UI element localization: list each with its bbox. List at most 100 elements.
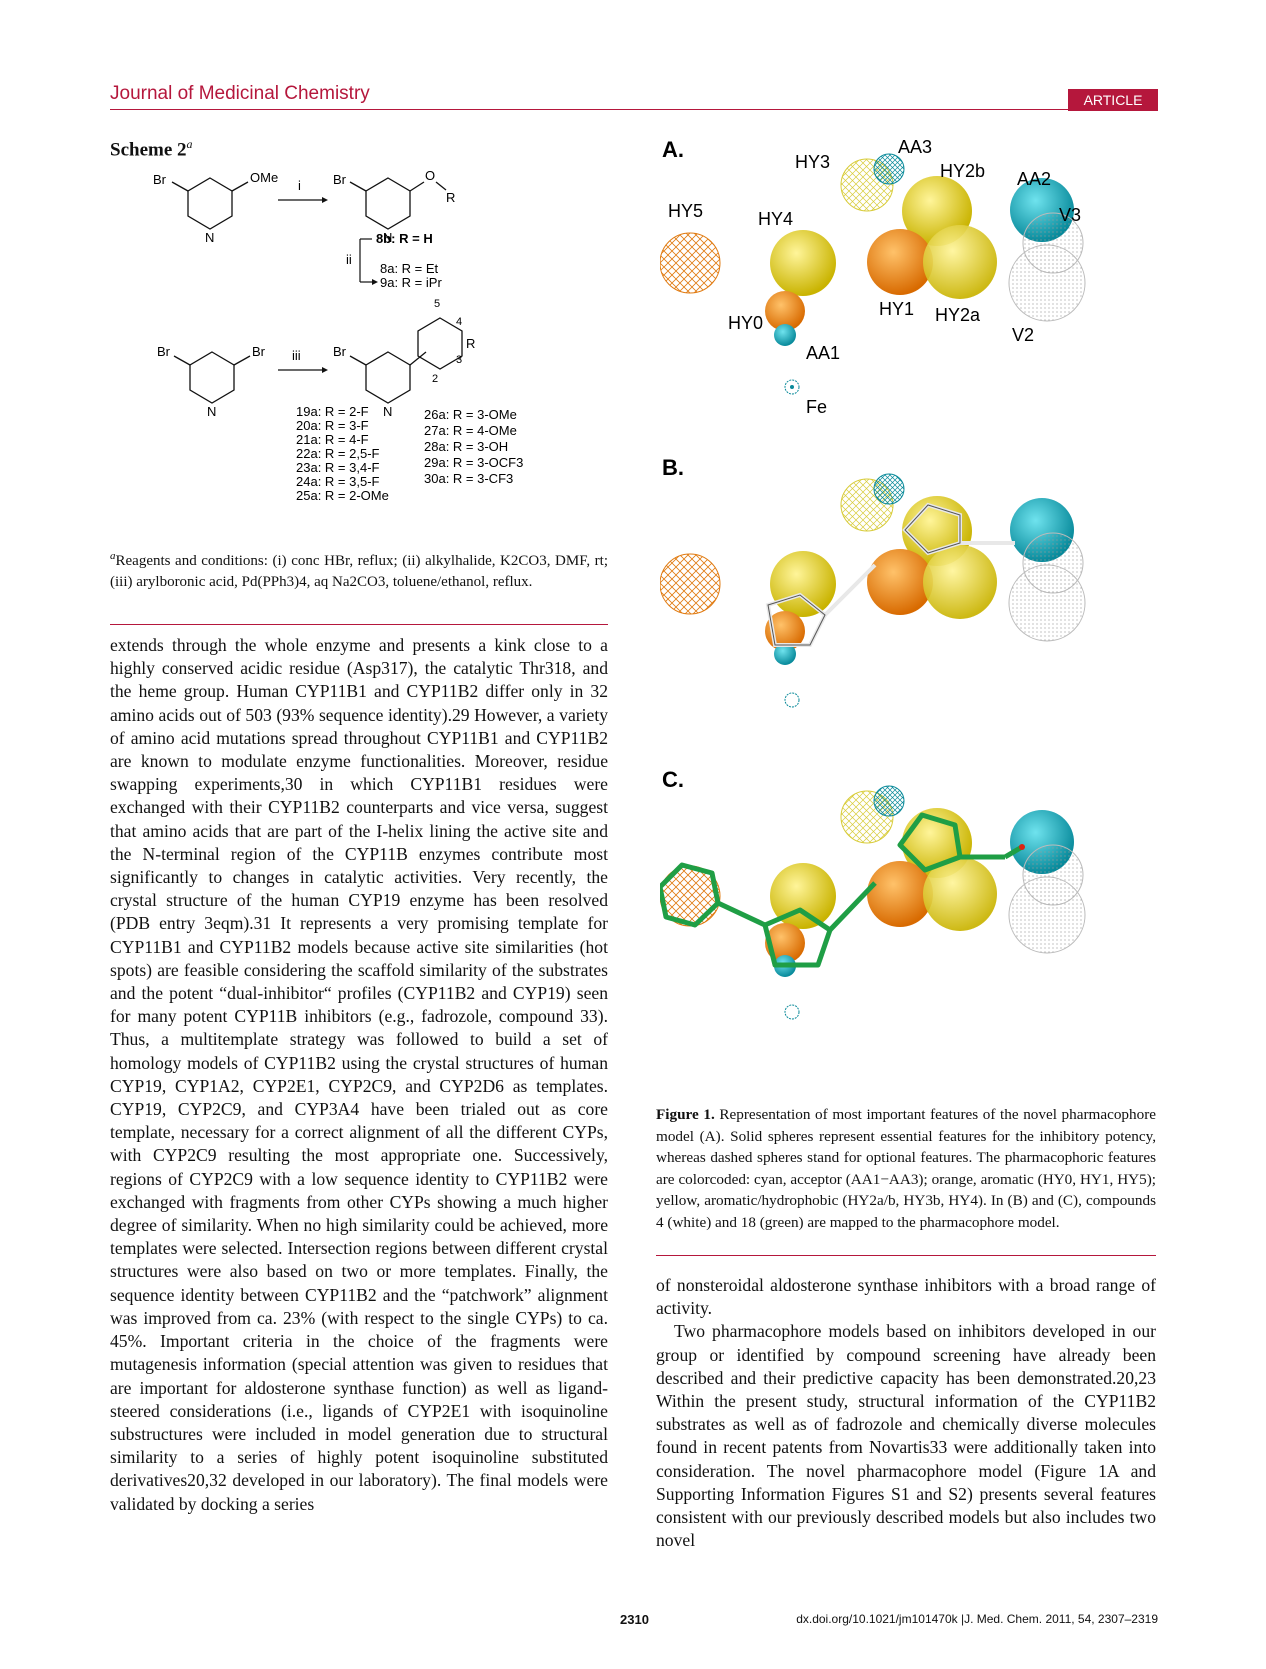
step-ii-label: ii [346, 252, 352, 267]
caption-text: Representation of most important feature… [656, 1106, 1156, 1231]
label-v3: V3 [1059, 205, 1081, 225]
c-sphere-hy2a [923, 857, 997, 931]
panel-a: A. HY5 HY4 HY3 AA3 HY2b AA2 V3 HY0 HY1 H… [660, 137, 1086, 417]
pos-2: 2 [432, 373, 438, 385]
br-label-3: Br [157, 344, 171, 359]
cmpd-23a: 23a: R = 3,4-F [296, 460, 380, 475]
sphere-fe [784, 379, 800, 395]
step-iii-label: iii [292, 348, 301, 363]
left-paragraph: extends through the whole enzyme and pre… [110, 635, 608, 1514]
r-label-2: R [466, 336, 475, 351]
c-sphere-hy1 [867, 861, 933, 927]
br-label-1: Br [153, 172, 167, 187]
sphere-hy4 [770, 230, 836, 296]
left-column: extends through the whole enzyme and pre… [110, 634, 608, 1516]
br-label-2: Br [333, 172, 347, 187]
pyridine-2 [349, 177, 447, 230]
c-sphere-hy0 [765, 923, 805, 963]
figure-1: A. HY5 HY4 HY3 AA3 HY2b AA2 V3 HY0 HY1 H… [660, 137, 1086, 1020]
page-number: 2310 [620, 1612, 649, 1627]
figure-caption: Figure 1. Representation of most importa… [656, 1104, 1156, 1233]
sphere-aa1 [774, 324, 796, 346]
label-aa3: AA3 [898, 137, 932, 157]
product-8a: 8a: R = Et [380, 261, 439, 276]
cmpd-24a: 24a: R = 3,5-F [296, 474, 380, 489]
pyridine-4 [349, 317, 463, 404]
cmpd-19a: 19a: R = 2-F [296, 404, 369, 419]
label-hy3: HY3 [795, 152, 830, 172]
footnote-sup: a [110, 550, 116, 562]
scheme-title: Scheme 2a [110, 137, 193, 161]
label-hy1: HY1 [879, 299, 914, 319]
cmpd-20a: 20a: R = 3-F [296, 418, 369, 433]
product-9a: 9a: R = iPr [380, 275, 442, 290]
sphere-aa3 [873, 153, 905, 185]
b-sphere-aa3 [873, 473, 905, 505]
b-sphere-v2 [1008, 564, 1086, 642]
panel-b: B. [660, 455, 1086, 708]
label-v2: V2 [1012, 325, 1034, 345]
footnote-text: Reagents and conditions: (i) conc HBr, r… [110, 553, 608, 590]
compound-4-outline [767, 504, 961, 646]
scheme-rule [110, 624, 608, 625]
pos-3: 3 [456, 354, 462, 366]
scheme-title-text: Scheme 2 [110, 139, 187, 161]
header-rule [110, 109, 1158, 110]
panel-b-label: B. [662, 455, 684, 480]
label-aa1: AA1 [806, 343, 840, 363]
label-hy2b: HY2b [940, 161, 985, 181]
o-label: O [425, 168, 435, 183]
step-i-label: i [298, 178, 301, 193]
ome-label: OMe [250, 170, 278, 185]
pos-5: 5 [434, 298, 440, 310]
n-label-4: N [383, 404, 392, 419]
panel-a-label: A. [662, 137, 684, 162]
cmpd-30a: 30a: R = 3-CF3 [424, 471, 513, 486]
caption-label: Figure 1. [656, 1106, 715, 1123]
label-hy0: HY0 [728, 313, 763, 333]
compound-18-green [660, 812, 1024, 968]
b-sphere-hy2a [923, 545, 997, 619]
scheme-diagram: Br OMe N i Br O R N ii 8b: R = H 8a: R =… [153, 168, 523, 503]
label-fe: Fe [806, 397, 827, 417]
pos-4: 4 [456, 316, 462, 328]
doi-footer: dx.doi.org/10.1021/jm101470k |J. Med. Ch… [796, 1612, 1158, 1626]
right-paragraph-1: of nonsteroidal aldosterone synthase inh… [656, 1275, 1156, 1319]
panel-c-label: C. [662, 767, 684, 792]
cmpd-26a: 26a: R = 3-OMe [424, 407, 517, 422]
b-sphere-hy1 [867, 549, 933, 615]
c-sphere-hy4 [770, 863, 836, 929]
n-label-3: N [207, 404, 216, 419]
cmpd-27a: 27a: R = 4-OMe [424, 423, 517, 438]
b-sphere-hy5 [660, 553, 721, 615]
pyridine-1 [171, 177, 249, 230]
scheme-footnote: aReagents and conditions: (i) conc HBr, … [110, 546, 608, 593]
n-label-2: N [383, 230, 392, 245]
journal-title: Journal of Medicinal Chemistry [110, 83, 370, 104]
scheme-title-sup: a [186, 137, 193, 151]
sphere-hy1 [867, 229, 933, 295]
sphere-hy0 [765, 291, 805, 331]
label-hy2a: HY2a [935, 305, 981, 325]
product-8b: 8b: R = H [376, 231, 433, 246]
pyridine-3 [173, 351, 251, 404]
r-label-1: R [446, 190, 455, 205]
sphere-v2 [1008, 244, 1086, 322]
sphere-hy5 [660, 232, 721, 294]
sphere-hy2a [923, 225, 997, 299]
right-paragraph-2: Two pharmacophore models based on inhibi… [656, 1321, 1156, 1551]
br-label-5: Br [333, 344, 347, 359]
n-label-1: N [205, 230, 214, 245]
label-aa2: AA2 [1017, 169, 1051, 189]
cmpd-21a: 21a: R = 4-F [296, 432, 369, 447]
br-label-4: Br [252, 344, 266, 359]
panel-c: C. [660, 767, 1086, 1020]
caption-rule [656, 1255, 1156, 1256]
cmpd-22a: 22a: R = 2,5-F [296, 446, 380, 461]
b-sphere-hy4 [770, 551, 836, 617]
cmpd-29a: 29a: R = 3-OCF3 [424, 455, 523, 470]
right-column: of nonsteroidal aldosterone synthase inh… [656, 1274, 1156, 1552]
b-sphere-aa1 [774, 643, 796, 665]
c-sphere-v2 [1008, 876, 1086, 954]
label-hy4: HY4 [758, 209, 793, 229]
